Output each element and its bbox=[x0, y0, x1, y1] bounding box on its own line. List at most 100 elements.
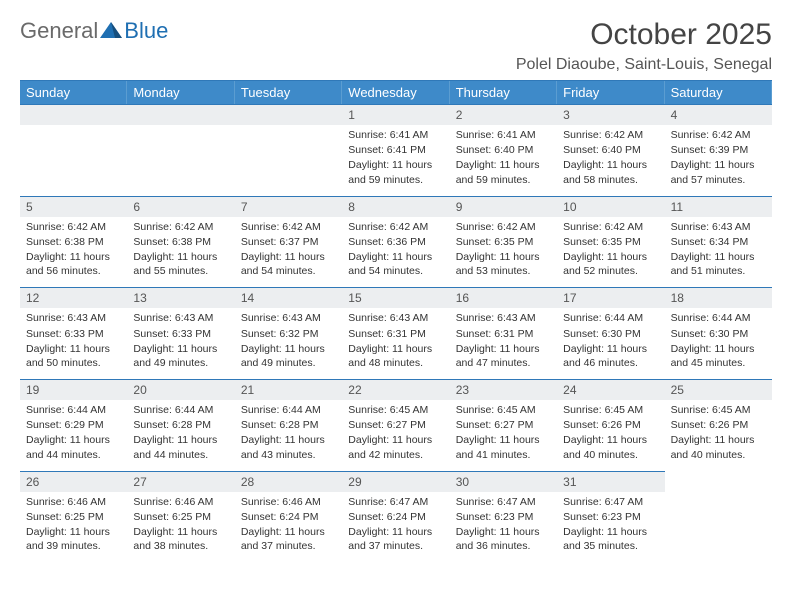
calendar-cell: 25Sunrise: 6:45 AMSunset: 6:26 PMDayligh… bbox=[665, 379, 772, 471]
sunrise-line: Sunrise: 6:43 AM bbox=[671, 220, 766, 234]
sunset-line: Sunset: 6:25 PM bbox=[26, 510, 121, 524]
sunset-line: Sunset: 6:24 PM bbox=[348, 510, 443, 524]
cell-body: Sunrise: 6:43 AMSunset: 6:33 PMDaylight:… bbox=[20, 308, 127, 379]
sunset-line: Sunset: 6:30 PM bbox=[671, 327, 766, 341]
sunset-line: Sunset: 6:23 PM bbox=[563, 510, 658, 524]
cell-body: Sunrise: 6:42 AMSunset: 6:35 PMDaylight:… bbox=[557, 217, 664, 288]
daylight-line: Daylight: 11 hours and 43 minutes. bbox=[241, 433, 336, 461]
date-number: 9 bbox=[450, 196, 557, 217]
sunrise-line: Sunrise: 6:42 AM bbox=[348, 220, 443, 234]
day-header-friday: Friday bbox=[557, 81, 664, 104]
sunset-line: Sunset: 6:25 PM bbox=[133, 510, 228, 524]
daylight-line: Daylight: 11 hours and 51 minutes. bbox=[671, 250, 766, 278]
sunset-line: Sunset: 6:24 PM bbox=[241, 510, 336, 524]
cell-body: Sunrise: 6:44 AMSunset: 6:28 PMDaylight:… bbox=[235, 400, 342, 471]
calendar-cell: 5Sunrise: 6:42 AMSunset: 6:38 PMDaylight… bbox=[20, 196, 127, 288]
sunrise-line: Sunrise: 6:43 AM bbox=[348, 311, 443, 325]
calendar-grid: SundayMondayTuesdayWednesdayThursdayFrid… bbox=[20, 80, 772, 562]
date-number: 12 bbox=[20, 287, 127, 308]
sunrise-line: Sunrise: 6:47 AM bbox=[348, 495, 443, 509]
daylight-line: Daylight: 11 hours and 59 minutes. bbox=[348, 158, 443, 186]
sunset-line: Sunset: 6:35 PM bbox=[563, 235, 658, 249]
sunrise-line: Sunrise: 6:43 AM bbox=[26, 311, 121, 325]
daylight-line: Daylight: 11 hours and 54 minutes. bbox=[241, 250, 336, 278]
day-header-sunday: Sunday bbox=[20, 81, 127, 104]
sunrise-line: Sunrise: 6:42 AM bbox=[456, 220, 551, 234]
sunrise-line: Sunrise: 6:45 AM bbox=[456, 403, 551, 417]
sunset-line: Sunset: 6:40 PM bbox=[563, 143, 658, 157]
calendar-cell: 22Sunrise: 6:45 AMSunset: 6:27 PMDayligh… bbox=[342, 379, 449, 471]
sunrise-line: Sunrise: 6:42 AM bbox=[563, 220, 658, 234]
day-header-monday: Monday bbox=[127, 81, 234, 104]
cell-body: Sunrise: 6:47 AMSunset: 6:23 PMDaylight:… bbox=[557, 492, 664, 563]
sunrise-line: Sunrise: 6:46 AM bbox=[26, 495, 121, 509]
sunset-line: Sunset: 6:29 PM bbox=[26, 418, 121, 432]
daylight-line: Daylight: 11 hours and 47 minutes. bbox=[456, 342, 551, 370]
calendar-cell: 11Sunrise: 6:43 AMSunset: 6:34 PMDayligh… bbox=[665, 196, 772, 288]
calendar-cell: 17Sunrise: 6:44 AMSunset: 6:30 PMDayligh… bbox=[557, 287, 664, 379]
sunset-line: Sunset: 6:28 PM bbox=[241, 418, 336, 432]
calendar-cell: 9Sunrise: 6:42 AMSunset: 6:35 PMDaylight… bbox=[450, 196, 557, 288]
cell-body: Sunrise: 6:44 AMSunset: 6:29 PMDaylight:… bbox=[20, 400, 127, 471]
sunrise-line: Sunrise: 6:44 AM bbox=[241, 403, 336, 417]
sunrise-line: Sunrise: 6:43 AM bbox=[241, 311, 336, 325]
daylight-line: Daylight: 11 hours and 40 minutes. bbox=[563, 433, 658, 461]
daylight-line: Daylight: 11 hours and 42 minutes. bbox=[348, 433, 443, 461]
date-band-empty: . bbox=[235, 104, 342, 125]
date-number: 13 bbox=[127, 287, 234, 308]
date-number: 3 bbox=[557, 104, 664, 125]
calendar-cell: 29Sunrise: 6:47 AMSunset: 6:24 PMDayligh… bbox=[342, 471, 449, 563]
cell-body: Sunrise: 6:42 AMSunset: 6:38 PMDaylight:… bbox=[20, 217, 127, 288]
daylight-line: Daylight: 11 hours and 52 minutes. bbox=[563, 250, 658, 278]
date-number: 1 bbox=[342, 104, 449, 125]
daylight-line: Daylight: 11 hours and 37 minutes. bbox=[348, 525, 443, 553]
daylight-line: Daylight: 11 hours and 50 minutes. bbox=[26, 342, 121, 370]
date-number: 30 bbox=[450, 471, 557, 492]
cell-body: Sunrise: 6:46 AMSunset: 6:24 PMDaylight:… bbox=[235, 492, 342, 563]
cell-body: Sunrise: 6:46 AMSunset: 6:25 PMDaylight:… bbox=[127, 492, 234, 563]
calendar-cell: 26Sunrise: 6:46 AMSunset: 6:25 PMDayligh… bbox=[20, 471, 127, 563]
sunset-line: Sunset: 6:38 PM bbox=[26, 235, 121, 249]
date-number: 24 bbox=[557, 379, 664, 400]
calendar-cell: 19Sunrise: 6:44 AMSunset: 6:29 PMDayligh… bbox=[20, 379, 127, 471]
sunset-line: Sunset: 6:31 PM bbox=[348, 327, 443, 341]
daylight-line: Daylight: 11 hours and 45 minutes. bbox=[671, 342, 766, 370]
sunset-line: Sunset: 6:32 PM bbox=[241, 327, 336, 341]
sunset-line: Sunset: 6:34 PM bbox=[671, 235, 766, 249]
date-number: 6 bbox=[127, 196, 234, 217]
sunrise-line: Sunrise: 6:45 AM bbox=[671, 403, 766, 417]
cell-body: Sunrise: 6:43 AM Sunset: 6:32 PMDaylight:… bbox=[235, 308, 342, 379]
cell-body: Sunrise: 6:42 AMSunset: 6:37 PMDaylight:… bbox=[235, 217, 342, 288]
sunrise-line: Sunrise: 6:46 AM bbox=[241, 495, 336, 509]
cell-body: Sunrise: 6:42 AMSunset: 6:35 PMDaylight:… bbox=[450, 217, 557, 288]
brand-mark-icon bbox=[100, 20, 122, 43]
day-header-saturday: Saturday bbox=[665, 81, 772, 104]
sunrise-line: Sunrise: 6:46 AM bbox=[133, 495, 228, 509]
daylight-line: Daylight: 11 hours and 44 minutes. bbox=[26, 433, 121, 461]
date-number: 4 bbox=[665, 104, 772, 125]
date-number: 10 bbox=[557, 196, 664, 217]
sunset-line: Sunset: 6:30 PM bbox=[563, 327, 658, 341]
sunset-line: Sunset: 6:35 PM bbox=[456, 235, 551, 249]
daylight-line: Daylight: 11 hours and 59 minutes. bbox=[456, 158, 551, 186]
day-header-wednesday: Wednesday bbox=[342, 81, 449, 104]
sunset-line: Sunset: 6:39 PM bbox=[671, 143, 766, 157]
sunrise-line: Sunrise: 6:41 AM bbox=[456, 128, 551, 142]
calendar-cell: 21Sunrise: 6:44 AMSunset: 6:28 PMDayligh… bbox=[235, 379, 342, 471]
day-header-tuesday: Tuesday bbox=[235, 81, 342, 104]
calendar-cell: 20Sunrise: 6:44 AMSunset: 6:28 PMDayligh… bbox=[127, 379, 234, 471]
sunrise-line: Sunrise: 6:45 AM bbox=[348, 403, 443, 417]
cell-body: Sunrise: 6:43 AMSunset: 6:34 PMDaylight:… bbox=[665, 217, 772, 288]
cell-body: Sunrise: 6:43 AMSunset: 6:31 PMDaylight:… bbox=[450, 308, 557, 379]
daylight-line: Daylight: 11 hours and 44 minutes. bbox=[133, 433, 228, 461]
calendar-cell: 12Sunrise: 6:43 AMSunset: 6:33 PMDayligh… bbox=[20, 287, 127, 379]
date-number: 11 bbox=[665, 196, 772, 217]
brand-word1: General bbox=[20, 18, 98, 44]
sunrise-line: Sunrise: 6:42 AM bbox=[241, 220, 336, 234]
daylight-line: Daylight: 11 hours and 49 minutes. bbox=[241, 342, 336, 370]
cell-body: Sunrise: 6:45 AMSunset: 6:26 PMDaylight:… bbox=[557, 400, 664, 471]
daylight-line: Daylight: 11 hours and 41 minutes. bbox=[456, 433, 551, 461]
sunrise-line: Sunrise: 6:44 AM bbox=[563, 311, 658, 325]
date-number: 25 bbox=[665, 379, 772, 400]
sunset-line: Sunset: 6:41 PM bbox=[348, 143, 443, 157]
